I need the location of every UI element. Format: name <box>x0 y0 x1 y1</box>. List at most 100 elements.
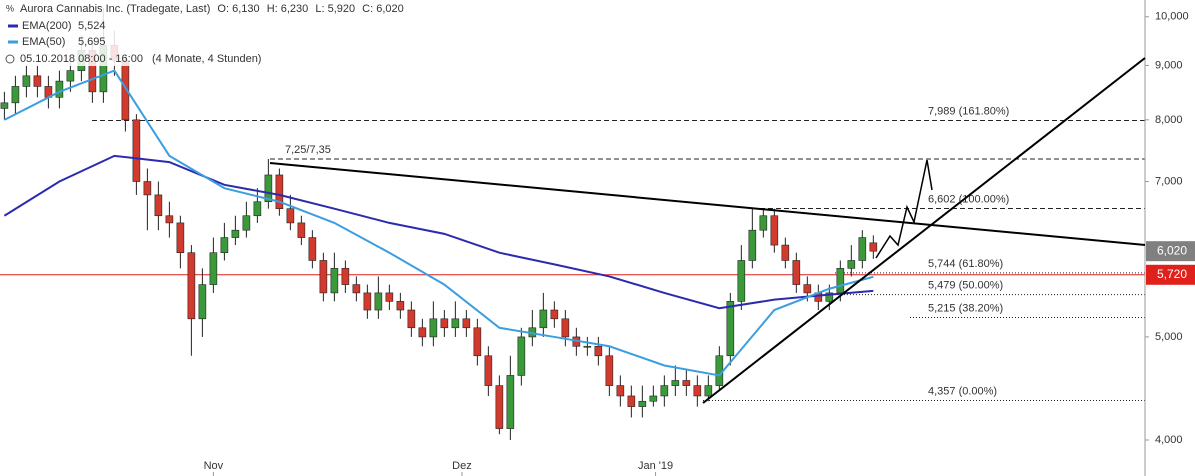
candle-body <box>286 208 295 224</box>
price-tag <box>1146 264 1195 285</box>
candle-body <box>187 252 196 320</box>
candle-body <box>869 242 878 252</box>
candle-body <box>660 385 669 397</box>
x-tick-label: Jan '19 <box>638 460 673 472</box>
price-tag-label: 5,720 <box>1157 267 1187 281</box>
candle-body <box>363 292 372 311</box>
candle-body <box>506 375 515 429</box>
candle-body <box>132 119 141 182</box>
open: O: 6,130 <box>217 3 259 15</box>
candle-body <box>341 268 350 285</box>
candle-body <box>561 318 570 338</box>
candle-body <box>473 327 482 357</box>
candle-body <box>803 284 812 294</box>
y-tick-label: 7,000 <box>1155 175 1183 187</box>
candle-body <box>33 75 42 87</box>
candle-body <box>462 318 471 329</box>
candle-body <box>605 355 614 386</box>
candle-body <box>440 318 449 329</box>
projection <box>875 159 933 259</box>
candle-body <box>770 215 779 246</box>
legend-label: EMA(200) <box>22 20 72 32</box>
candle-body <box>11 86 20 104</box>
legend-label: EMA(50) <box>22 36 65 48</box>
candle-body <box>385 292 394 302</box>
price-tag-label: 6,020 <box>1157 243 1187 257</box>
candle-body <box>220 237 229 254</box>
candle-body <box>825 292 834 302</box>
downtrend-line <box>269 162 1146 246</box>
level-label: 6,602 (100.00%) <box>928 193 1009 205</box>
candle-body <box>451 318 460 329</box>
icon: % <box>6 3 14 13</box>
candle-body <box>671 380 680 386</box>
candle-body <box>836 268 845 294</box>
uptrend-line <box>702 57 1146 404</box>
candle-body <box>253 201 262 217</box>
legend-value: 5,524 <box>78 20 106 32</box>
candle-body <box>847 260 856 269</box>
candle-body <box>726 301 735 357</box>
candle-body <box>649 395 658 402</box>
candle-body <box>275 174 284 209</box>
candle-body <box>396 301 405 311</box>
level-label: 7,989 (161.80%) <box>928 105 1009 117</box>
header-title: Aurora Cannabis Inc. (Tradegate, Last) O… <box>20 3 404 15</box>
candle-body <box>792 260 801 285</box>
y-tick-label: 9,000 <box>1155 59 1183 71</box>
candle-body <box>209 252 218 285</box>
candle-body <box>737 260 746 302</box>
candle-body <box>330 268 339 294</box>
y-tick-label: 5,000 <box>1155 331 1183 343</box>
candle-body <box>0 102 9 109</box>
candle-body <box>55 80 64 98</box>
candle-body <box>704 385 713 397</box>
candle-body <box>781 244 790 261</box>
price-tag <box>1146 241 1195 262</box>
candle-body <box>858 237 867 261</box>
ema-line <box>3 69 874 377</box>
plot-area: 7,25/7,35 7,989 (161.80%) 6,602 (100.00%) 5… <box>0 7 1145 440</box>
level-label: 5,744 (61.80%) <box>928 258 1003 270</box>
candle-body <box>176 222 185 254</box>
candle-body <box>242 215 251 231</box>
candle-body <box>143 181 152 196</box>
candle-body <box>484 355 493 386</box>
level-label: 5,479 (50.00%) <box>928 280 1003 292</box>
candle-body <box>748 229 757 261</box>
x-tick-label: Nov <box>204 460 224 472</box>
header-bg <box>0 0 360 66</box>
candle-body <box>638 400 647 407</box>
candle-body <box>418 327 427 338</box>
candle-body <box>517 336 526 376</box>
candle-body <box>319 260 328 294</box>
close: C: 6,020 <box>362 3 404 15</box>
period-date: 05.10.2018 08:00 - 16:00 <box>20 53 143 65</box>
candle-body <box>264 174 273 203</box>
header: % Aurora Cannabis Inc. (Tradegate, Last)… <box>0 0 404 66</box>
title: Aurora Cannabis Inc. (Tradegate, Last) <box>20 3 210 15</box>
candle-body <box>231 229 240 238</box>
candle-body <box>693 385 702 397</box>
x-tick-label: Dez <box>452 460 472 472</box>
candle-body <box>22 75 31 87</box>
level-label: 4,357 (0.00%) <box>928 385 997 397</box>
candle-body <box>715 355 724 386</box>
candle-body <box>429 318 438 338</box>
candle-body <box>616 385 625 397</box>
ema-line <box>3 154 874 310</box>
y-tick-label: 10,000 <box>1155 11 1189 23</box>
candle-body <box>407 309 416 329</box>
high: H: 6,230 <box>267 3 309 15</box>
period-range: (4 Monate, 4 Stunden) <box>152 53 261 65</box>
y-tick-label: 4,000 <box>1155 434 1183 446</box>
candle-body <box>550 309 559 320</box>
legend-value: 5,695 <box>78 36 106 48</box>
candle-body <box>759 215 768 231</box>
candle-body <box>154 194 163 217</box>
candle-body <box>627 395 636 407</box>
candle-body <box>352 284 361 294</box>
candle-body <box>495 385 504 429</box>
